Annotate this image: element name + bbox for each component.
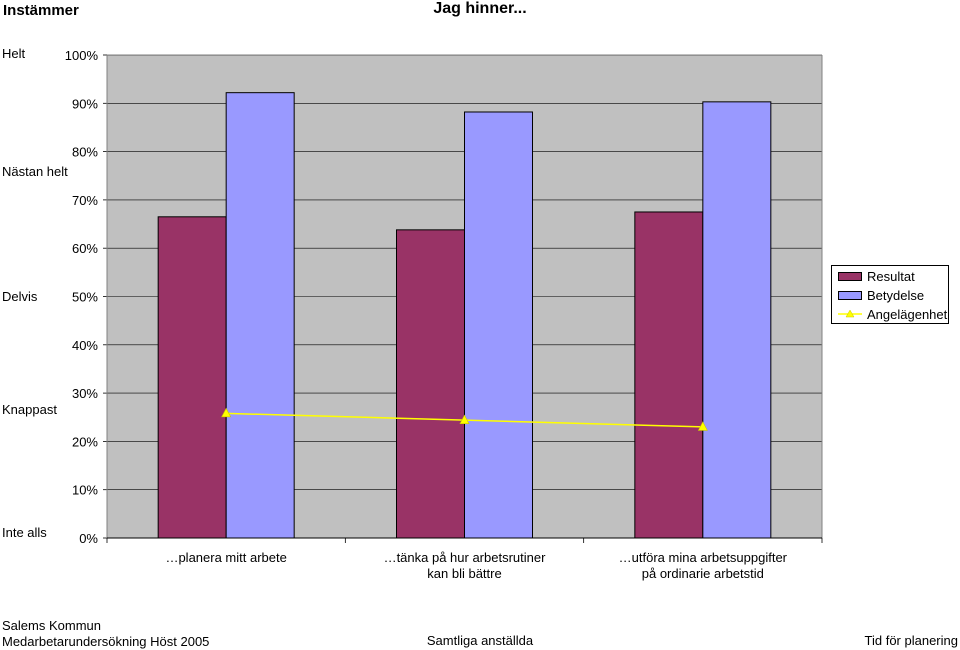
y-tick-label: 0% bbox=[79, 531, 98, 546]
scale-label-inte-alls: Inte alls bbox=[2, 525, 47, 540]
legend-item-angelagenhet: Angelägenhet bbox=[838, 306, 947, 322]
y-tick-label: 60% bbox=[72, 241, 98, 256]
footer-group: Samtliga anställda bbox=[426, 633, 534, 648]
footer-topic: Tid för planering bbox=[864, 633, 958, 648]
bar-betydelse bbox=[225, 92, 295, 539]
x-category-label: …planera mitt arbete bbox=[165, 550, 286, 565]
footer-org: Salems Kommun bbox=[2, 618, 101, 633]
scale-label-nastan-helt: Nästan helt bbox=[2, 164, 68, 179]
y-tick-label: 20% bbox=[72, 434, 98, 449]
scale-label-delvis: Delvis bbox=[2, 289, 38, 304]
scale-label-knappast: Knappast bbox=[2, 402, 57, 417]
bar-betydelse bbox=[702, 101, 772, 539]
point-angelagenhet bbox=[697, 421, 708, 431]
footer-survey: Medarbetarundersökning Höst 2005 bbox=[2, 634, 210, 649]
y-tick-label: 100% bbox=[65, 48, 99, 63]
legend-swatch-resultat bbox=[838, 271, 862, 281]
bar-betydelse bbox=[464, 111, 533, 539]
y-tick-label: 80% bbox=[72, 145, 98, 160]
y-tick-label: 30% bbox=[72, 386, 98, 401]
legend-marker-angelagenhet bbox=[838, 309, 862, 318]
point-angelagenhet bbox=[221, 407, 232, 418]
point-angelagenhet bbox=[459, 414, 470, 424]
y-tick-label: 50% bbox=[72, 290, 98, 305]
bar-resultat bbox=[396, 229, 465, 539]
legend-item-resultat: Resultat bbox=[838, 268, 915, 284]
legend-label-betydelse: Betydelse bbox=[867, 287, 925, 303]
y-tick-label: 10% bbox=[72, 483, 98, 498]
chart-legend: Resultat Betydelse Angelägenhet bbox=[831, 265, 949, 324]
bar-resultat bbox=[634, 211, 704, 539]
y-tick-label: 40% bbox=[72, 338, 98, 353]
y-tick-label: 70% bbox=[72, 193, 98, 208]
scale-label-helt: Helt bbox=[2, 46, 26, 61]
bar-chart: 0% 10% 20% 30% 40% 50% 60% 70% 80% 90% 100% …planer… bbox=[65, 48, 823, 581]
legend-item-betydelse: Betydelse bbox=[838, 287, 924, 303]
legend-label-angelagenhet: Angelägenhet bbox=[867, 306, 948, 322]
y-tick-label: 90% bbox=[72, 96, 98, 111]
legend-swatch-betydelse bbox=[838, 290, 862, 300]
x-category-label: …utföra mina arbetsuppgifter på ordinarie… bbox=[619, 550, 788, 581]
scale-top-label: Instämmer bbox=[3, 2, 79, 19]
legend-label-resultat: Resultat bbox=[867, 268, 915, 284]
bar-resultat bbox=[157, 216, 227, 539]
x-category-label: …tänka på hur arbetsrutiner kan bli bättr… bbox=[384, 550, 547, 581]
chart-title: Jag hinner... bbox=[433, 0, 527, 17]
